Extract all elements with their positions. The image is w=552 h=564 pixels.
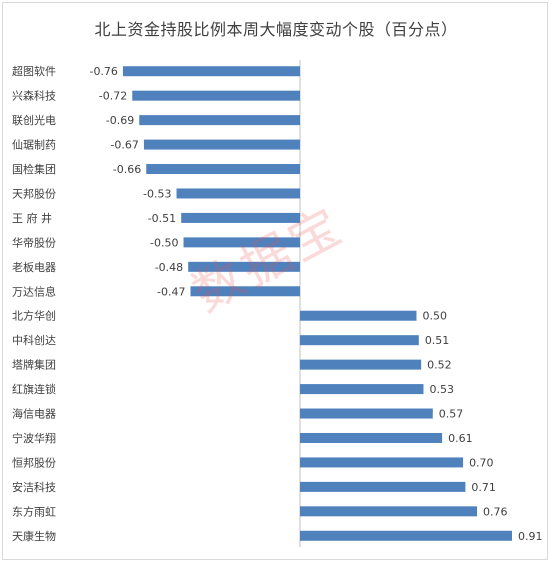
value-label: 0.50 (422, 310, 447, 323)
category-label: 红旗连锁 (12, 382, 56, 396)
category-label: 仙琚制药 (12, 139, 56, 152)
category-label: 北方华创 (12, 309, 56, 323)
bar (300, 310, 417, 321)
bar (176, 188, 300, 199)
bar (300, 359, 422, 370)
category-label: 天康生物 (12, 529, 56, 543)
category-label: 东方雨虹 (12, 504, 56, 518)
value-label: 0.51 (425, 334, 450, 347)
value-label: -0.69 (106, 114, 134, 127)
category-label: 中科创达 (12, 333, 56, 347)
chart-frame (2, 2, 548, 560)
value-label: 0.52 (427, 359, 452, 372)
category-label: 联创光电 (12, 113, 56, 127)
value-label: -0.50 (150, 236, 178, 249)
category-label: 海信电器 (12, 407, 56, 421)
value-label: -0.48 (155, 261, 183, 274)
value-label: 0.71 (471, 481, 496, 494)
bar (143, 139, 300, 150)
bar (300, 335, 419, 346)
value-label: -0.47 (157, 285, 185, 298)
category-label: 塔牌集团 (12, 358, 56, 372)
value-label: 0.91 (518, 530, 543, 543)
value-label: 0.57 (439, 408, 464, 421)
bar (300, 408, 433, 419)
bar (300, 506, 478, 517)
value-label: -0.67 (110, 139, 138, 152)
bar (300, 384, 424, 395)
value-label: -0.66 (113, 163, 141, 176)
category-label: 国检集团 (12, 162, 56, 176)
chart-title: 北上资金持股比例本周大幅度变动个股（百分点） (94, 20, 458, 39)
bar (183, 237, 300, 248)
value-label: -0.53 (143, 187, 171, 200)
bar (300, 481, 466, 492)
value-label: 0.76 (483, 505, 508, 518)
bar (300, 457, 464, 468)
category-label: 华帝股份 (12, 235, 56, 249)
value-label: -0.76 (89, 65, 117, 78)
bar (188, 261, 300, 272)
bar (146, 164, 300, 175)
bar (139, 115, 300, 126)
category-label: 安洁科技 (12, 480, 56, 494)
category-label: 宁波华翔 (12, 431, 56, 445)
category-label: 王 府 井 (12, 211, 52, 225)
bar (300, 530, 512, 541)
category-label: 恒邦股份 (12, 456, 56, 469)
bar (122, 66, 300, 77)
value-label: -0.51 (148, 212, 176, 225)
value-label: 0.53 (429, 383, 454, 396)
category-label: 万达信息 (12, 284, 56, 298)
value-label: -0.72 (99, 90, 127, 103)
category-label: 天邦股份 (12, 187, 56, 200)
category-label: 超图软件 (12, 64, 56, 78)
category-label: 兴森科技 (12, 89, 56, 103)
bar (190, 286, 300, 297)
value-label: 0.70 (469, 456, 494, 469)
bar (181, 212, 300, 223)
bar (132, 90, 300, 101)
category-label: 老板电器 (12, 260, 56, 274)
value-label: 0.61 (448, 432, 473, 445)
bar (300, 432, 443, 443)
